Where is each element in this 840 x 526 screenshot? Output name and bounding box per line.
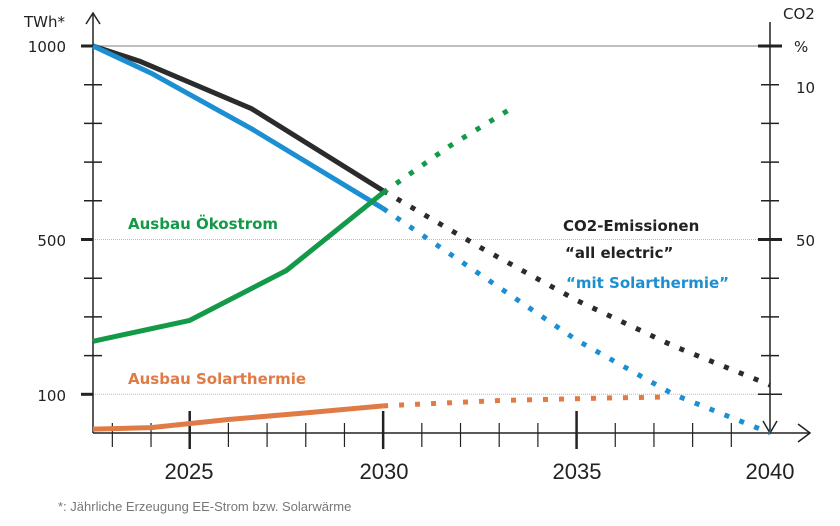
label-solarthermie: Ausbau Solarthermie [128,370,306,388]
label-mit-solarthermie: “mit Solarthermie” [566,274,729,292]
y-axis-left-arrow [85,11,101,25]
x-tick-2025: 2025 [165,459,214,484]
x-axis-arrow [797,423,812,443]
series-2-solid-line [92,190,385,344]
series-3-dotted-projection [382,394,666,409]
y-tick-100: 100 [37,387,66,405]
y-axis-right-label: CO2 [783,5,815,23]
footnote: *: Jährliche Erzeugung EE-Strom bzw. Sol… [58,499,351,514]
x-tick-2030: 2030 [360,459,409,484]
series-3-solid-line [92,403,384,432]
x-tick-2040: 2040 [746,459,795,484]
label-all-electric: “all electric” [565,244,673,262]
y-tick-1000: 1000 [28,38,66,56]
label-oekostrom: Ausbau Ökostrom [128,214,278,233]
y-axis-right-unit: % [794,38,808,56]
y-right-tick-10: 10 [796,79,815,97]
series-2-dotted-projection [381,106,513,195]
series-lines [91,43,771,436]
series-0-solid-line [92,43,385,193]
y-right-tick-50: 50 [796,232,815,250]
gridlines [93,45,770,395]
axes [81,11,812,449]
series-1-solid-line [91,43,385,211]
label-co2-emissionen: CO2-Emissionen [563,217,699,235]
y-tick-500: 500 [37,232,66,250]
y-axis-left-label: TWh* [23,13,66,31]
x-tick-2035: 2035 [553,459,602,484]
